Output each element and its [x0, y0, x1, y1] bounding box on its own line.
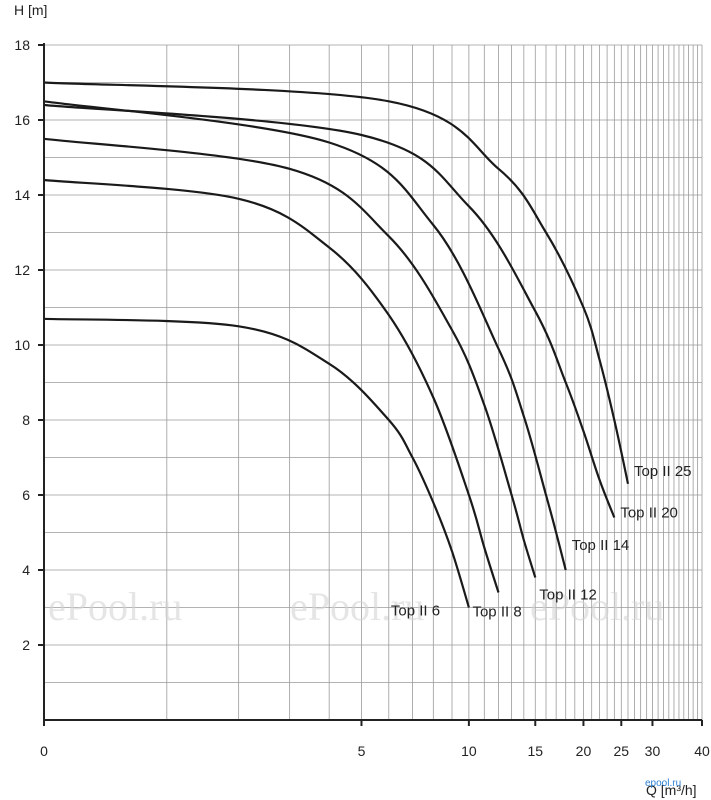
watermark-text: ePool.ru [48, 584, 182, 629]
x-tick-label: 40 [694, 743, 710, 759]
watermark-text: ePool.ru [530, 584, 664, 629]
curve-top-ii-20 [43, 103, 616, 518]
series-labels: Top II 25 Top II 20 Top II 14 Top II 12 Top … [391, 463, 692, 621]
y-tick-label: 6 [22, 487, 30, 503]
y-tick-label: 4 [22, 562, 30, 578]
x-axis-title: Q [m³/h] [646, 782, 697, 798]
y-tick-label: 2 [22, 637, 30, 653]
series-label-top-ii-6: Top II 6 [391, 603, 440, 620]
axes [38, 43, 703, 726]
curve-top-ii-6 [43, 317, 470, 608]
curve-top-ii-8 [43, 178, 500, 593]
curve-top-ii-12 [43, 137, 537, 578]
x-tick-label: 25 [614, 743, 630, 759]
x-tick-label: 0 [40, 743, 48, 759]
tick-labels: 0 5 10 15 20 25 30 40 2 4 6 8 10 12 14 16 18 [14, 37, 710, 759]
watermark-text: ePool.ru [290, 584, 424, 629]
x-tick-label: 15 [527, 743, 543, 759]
series-label-top-ii-25: Top II 25 [634, 463, 692, 480]
series-label-top-ii-8: Top II 8 [472, 604, 521, 621]
y-axis-title: H [m] [14, 2, 47, 18]
series-curves [43, 81, 630, 608]
x-tick-label: 30 [645, 743, 661, 759]
grid [43, 44, 703, 721]
site-logo: epool.ru [645, 778, 681, 789]
x-tick-label: 5 [358, 743, 366, 759]
y-tick-label: 14 [14, 187, 30, 203]
watermarks: ePool.ru ePool.ru ePool.ru [48, 584, 664, 629]
y-tick-label: 16 [14, 112, 30, 128]
series-label-top-ii-14: Top II 14 [572, 537, 630, 554]
x-tick-label: 10 [461, 743, 477, 759]
curve-top-ii-25 [43, 81, 630, 485]
y-tick-label: 18 [14, 37, 30, 53]
series-label-top-ii-20: Top II 20 [620, 505, 678, 522]
y-tick-label: 12 [14, 262, 30, 278]
series-label-top-ii-12: Top II 12 [539, 587, 597, 604]
y-tick-label: 8 [22, 412, 30, 428]
x-tick-label: 20 [576, 743, 592, 759]
y-tick-label: 10 [14, 337, 30, 353]
curve-top-ii-14 [43, 100, 567, 571]
